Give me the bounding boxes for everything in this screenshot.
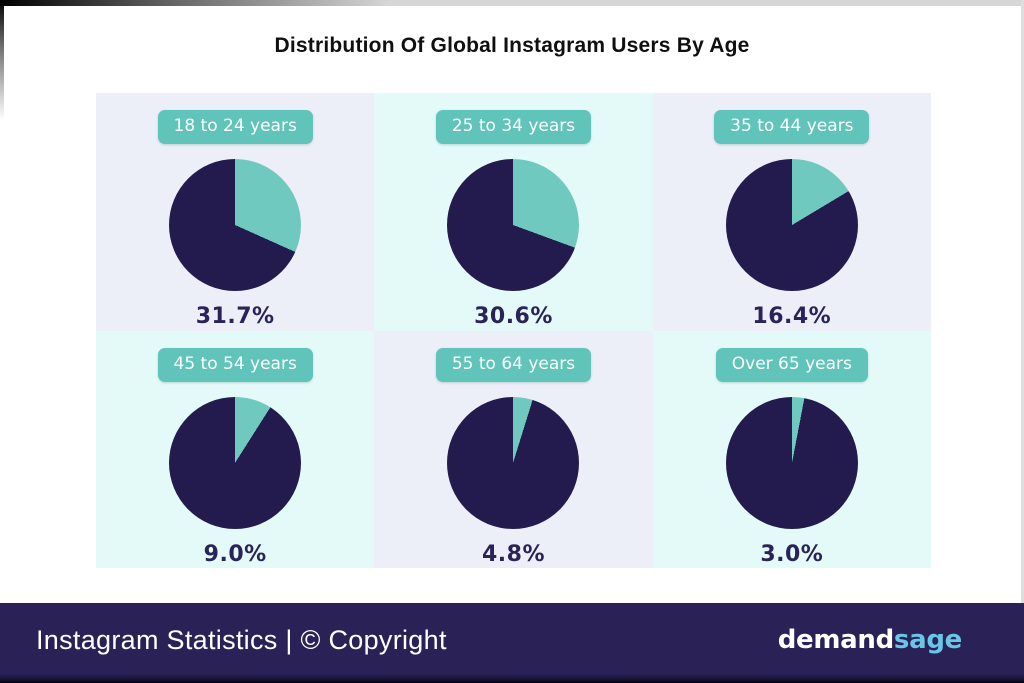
letterbox-top-edge: [0, 0, 1024, 6]
percent-label: 4.8%: [481, 541, 545, 567]
percent-label: 31.7%: [195, 304, 275, 329]
pie-tile: Over 65 years 3.0%: [652, 330, 931, 568]
pie-tile: 35 to 44 years 16.4%: [652, 93, 931, 331]
pie-chart-grid: 18 to 24 years 31.7% 25 to 34 years 30.6…: [96, 93, 931, 568]
age-group-badge: 25 to 34 years: [435, 110, 592, 144]
pie-chart: [169, 159, 302, 291]
pie-tile: 25 to 34 years 30.6%: [374, 93, 653, 331]
pie-chart: [725, 159, 858, 291]
percent-label: 3.0%: [760, 541, 824, 567]
logo-text-sage: sage: [893, 625, 962, 655]
age-group-badge: Over 65 years: [715, 347, 868, 382]
logo-text-demand: demand: [777, 625, 895, 655]
footer-bar: Instagram Statistics | © Copyright deman…: [0, 603, 1024, 683]
pie-tile: 55 to 64 years 4.8%: [374, 330, 653, 568]
percent-label: 16.4%: [752, 304, 832, 329]
percent-label: 30.6%: [474, 304, 553, 329]
pie-tile: 45 to 54 years 9.0%: [96, 330, 375, 568]
age-group-badge: 18 to 24 years: [157, 110, 313, 144]
pie-chart: [447, 396, 580, 529]
pie-chart: [169, 396, 302, 529]
percent-label: 9.0%: [203, 541, 267, 567]
page-title: Distribution Of Global Instagram Users B…: [274, 34, 750, 57]
demandsage-logo: demandsage: [777, 625, 963, 655]
footer-caption: Instagram Statistics | © Copyright: [36, 624, 447, 655]
pie-chart: [725, 396, 858, 529]
age-group-badge: 35 to 44 years: [714, 110, 870, 144]
pie-chart: [447, 159, 580, 291]
age-group-badge: 55 to 64 years: [435, 347, 592, 382]
letterbox-left-edge: [0, 0, 4, 120]
age-group-badge: 45 to 54 years: [157, 347, 313, 382]
letterbox-right-edge: [1021, 0, 1024, 603]
pie-tile: 18 to 24 years 31.7%: [96, 93, 375, 331]
